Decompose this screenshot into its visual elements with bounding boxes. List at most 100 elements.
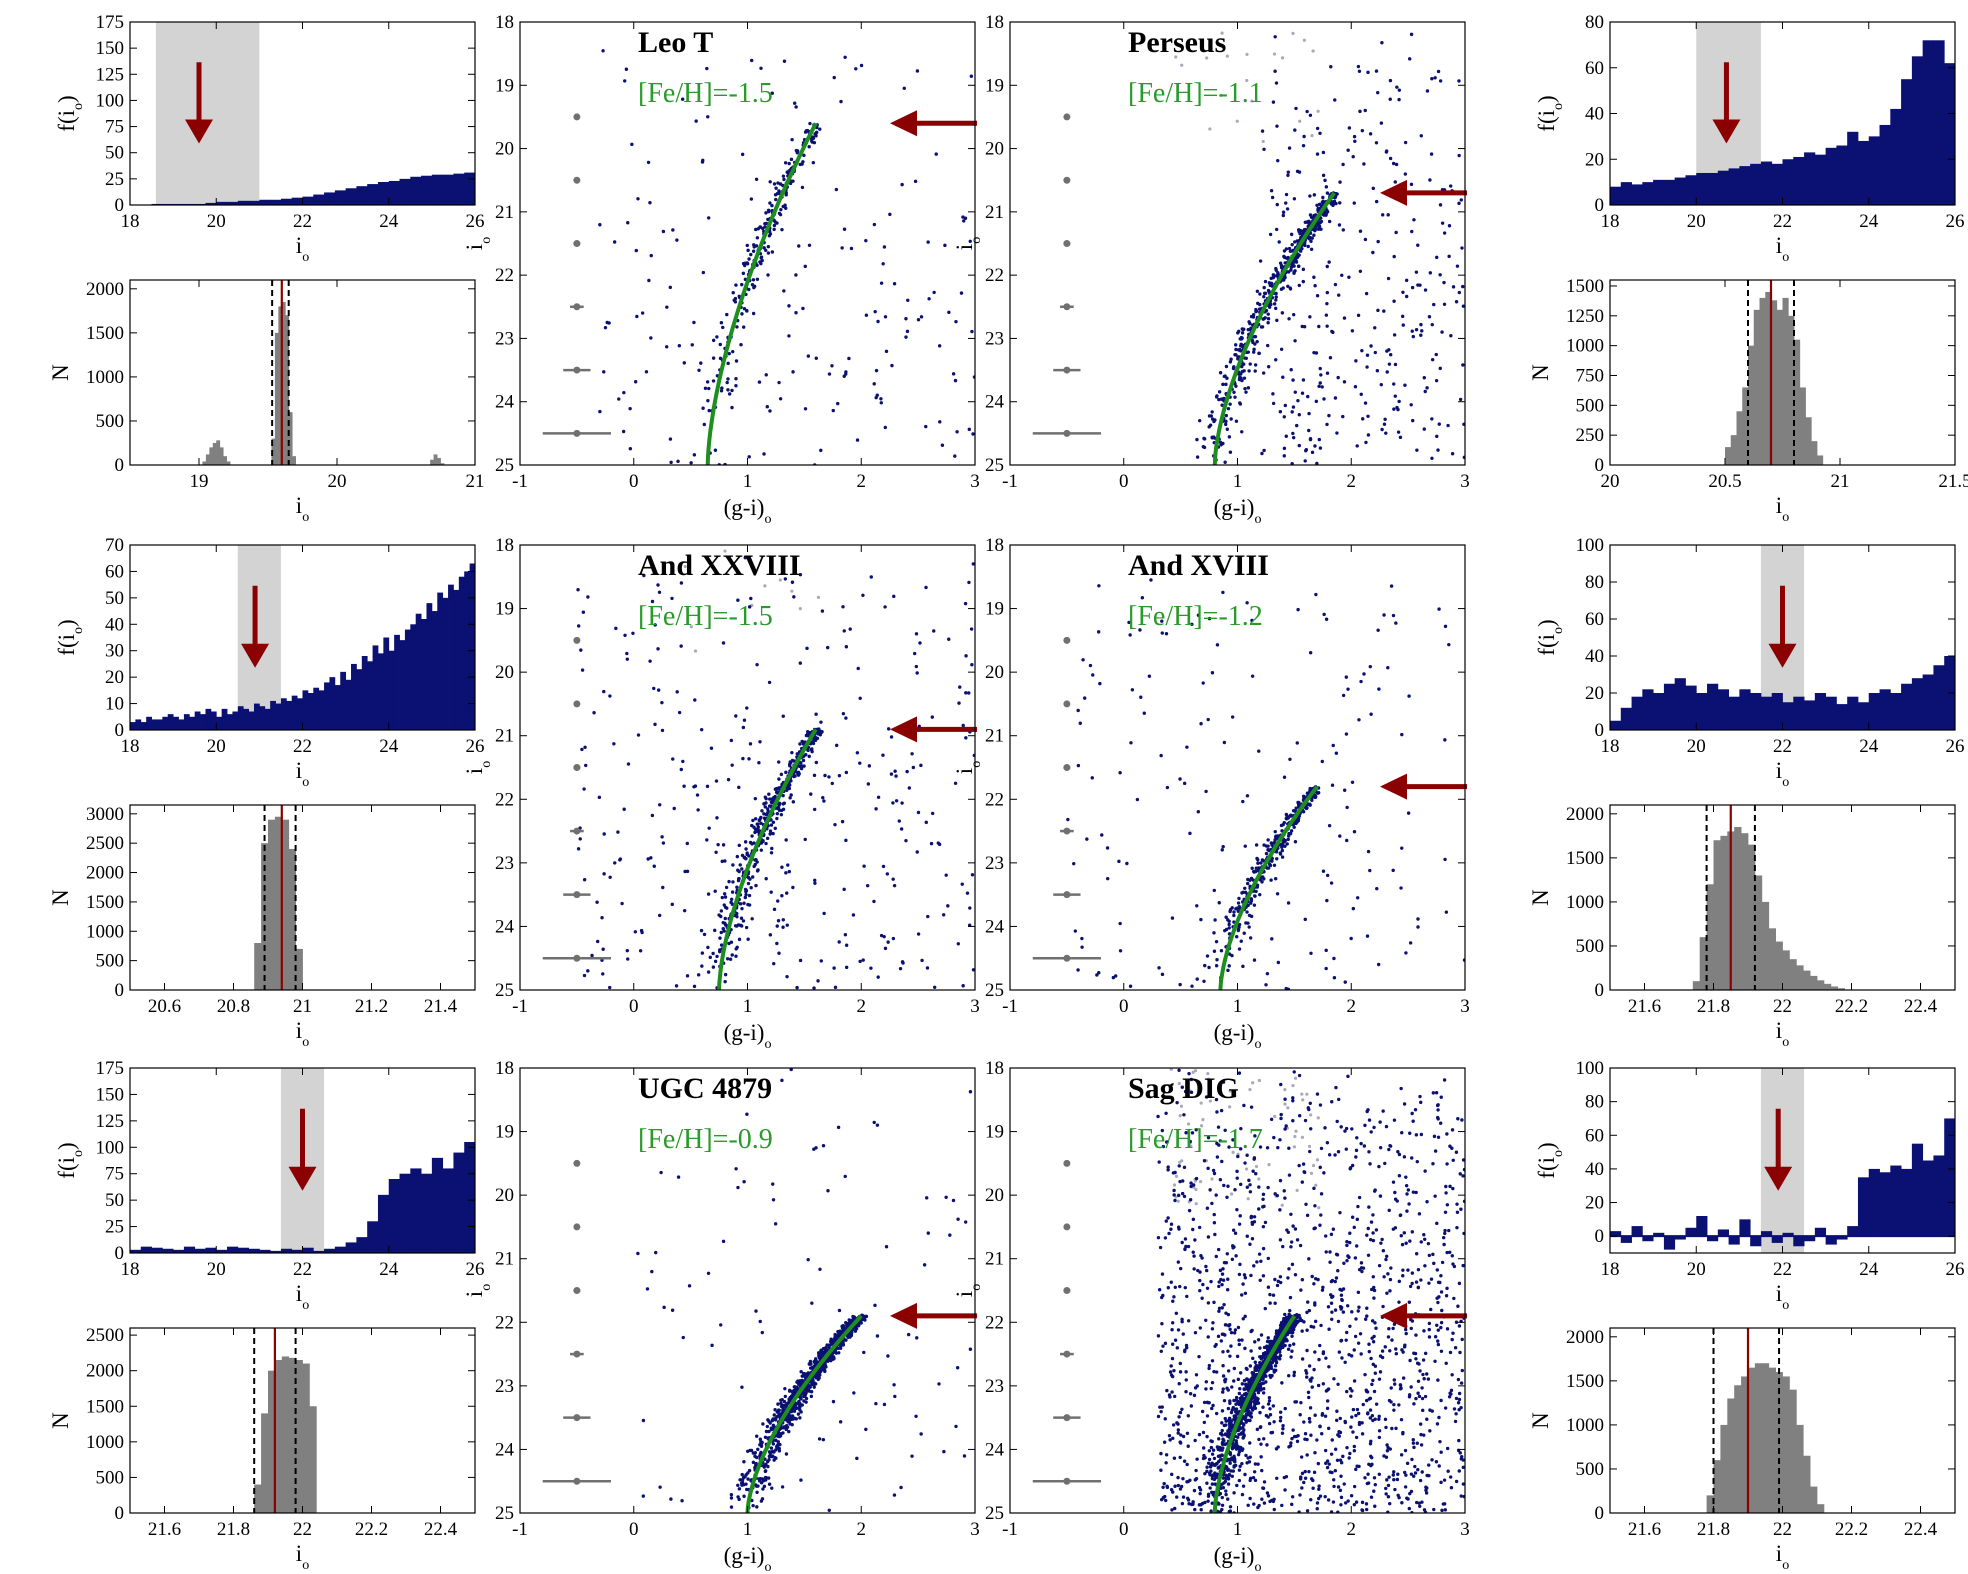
rgb-star	[738, 1478, 742, 1482]
field-star	[1384, 149, 1389, 153]
rgb-star	[822, 1362, 827, 1366]
y-tick-label: 1250	[1566, 306, 1604, 327]
rgb-star	[771, 831, 775, 836]
error-point	[573, 954, 581, 962]
x-tick-label: 3	[970, 1519, 980, 1540]
hist-bar	[1793, 156, 1805, 205]
foreground-star	[798, 607, 802, 611]
field-star	[1291, 435, 1296, 440]
rgb-star	[1250, 866, 1254, 870]
field-star	[791, 800, 796, 804]
rgb-star	[1287, 246, 1292, 251]
field-star	[749, 596, 753, 601]
field-star	[1363, 108, 1367, 113]
rgb-star	[755, 277, 760, 281]
field-star	[1364, 291, 1369, 296]
field-star	[1391, 868, 1395, 873]
field-star	[760, 1330, 764, 1335]
y-axis-label: N	[1528, 889, 1553, 906]
field-star	[872, 222, 877, 227]
rgb-star	[775, 811, 780, 816]
field-star	[1313, 284, 1317, 288]
field-star	[706, 970, 711, 974]
hist-bar	[1728, 696, 1740, 730]
x-tick-label: 20.6	[148, 996, 181, 1017]
field-star	[598, 223, 602, 227]
rgb-star	[807, 1389, 812, 1393]
rgb-star	[772, 1450, 776, 1454]
hist-bar	[1610, 720, 1622, 730]
hist-bar	[431, 1157, 444, 1253]
rgb-star	[1208, 423, 1213, 427]
field-star	[654, 1250, 658, 1255]
rgb-star	[1219, 443, 1223, 447]
rgb-star	[790, 1389, 794, 1394]
hist-bar	[377, 653, 384, 730]
field-star	[661, 229, 666, 234]
rgb-star	[1253, 369, 1257, 373]
x-tick-label: 2	[857, 471, 867, 492]
field-star	[702, 932, 707, 937]
field-star	[1076, 708, 1080, 713]
field-star	[932, 985, 937, 989]
field-star	[1438, 366, 1442, 371]
rgb-star	[1217, 390, 1222, 394]
hist-bar	[399, 178, 411, 205]
hist-bar	[334, 190, 347, 205]
field-star	[925, 966, 930, 970]
hist-bar	[221, 708, 228, 730]
field-star	[797, 244, 801, 248]
field-star	[1358, 229, 1363, 233]
field-star	[1127, 620, 1131, 625]
rgb-star	[841, 1323, 845, 1328]
x-tick-label: 21	[466, 471, 485, 492]
field-star	[1363, 237, 1368, 242]
x-tick-label: 20	[207, 1259, 226, 1280]
field-star	[622, 807, 626, 811]
rgb-star	[767, 209, 771, 214]
rgb-star	[1275, 857, 1279, 861]
hist-bar	[1857, 702, 1870, 730]
foreground-star	[1294, 1129, 1298, 1133]
rgb-star	[738, 863, 742, 867]
field-star	[1443, 624, 1448, 629]
field-star	[1273, 877, 1278, 881]
mc-hist-bar	[1803, 970, 1811, 990]
field-star	[1392, 382, 1396, 386]
field-star	[729, 738, 734, 743]
field-star	[1325, 301, 1329, 306]
rgb-star	[751, 278, 756, 282]
field-star	[1388, 156, 1393, 161]
field-star	[648, 659, 652, 663]
field-star	[636, 197, 640, 201]
rgb-star	[729, 1505, 734, 1509]
rgb-star	[777, 189, 781, 193]
field-star	[1212, 888, 1216, 893]
field-star	[1286, 901, 1291, 905]
y-tick-label: 20	[1585, 683, 1604, 704]
field-star	[1361, 417, 1365, 421]
field-star	[649, 856, 653, 860]
rgb-star	[1252, 347, 1256, 352]
field-star	[1447, 254, 1451, 259]
rgb-star	[837, 1351, 841, 1355]
field-star	[854, 67, 858, 71]
rgb-star	[1241, 964, 1245, 969]
rgb-star	[736, 1483, 740, 1487]
field-star	[1291, 312, 1296, 317]
field-star	[636, 733, 641, 737]
field-star	[1449, 334, 1453, 338]
rgb-star	[1246, 877, 1250, 882]
hist-bar	[410, 624, 417, 730]
x-tick-label: 18	[1601, 211, 1620, 232]
x-tick-label: 22	[1773, 736, 1792, 757]
mc-hist-bar	[219, 447, 224, 465]
field-star	[1359, 392, 1363, 396]
field-star	[753, 570, 757, 574]
error-point	[1063, 636, 1071, 644]
field-star	[832, 75, 836, 80]
mc-hist-bar	[281, 1356, 290, 1513]
rgb-star	[796, 773, 801, 777]
hist-bar	[302, 690, 309, 730]
field-star	[662, 1305, 666, 1310]
